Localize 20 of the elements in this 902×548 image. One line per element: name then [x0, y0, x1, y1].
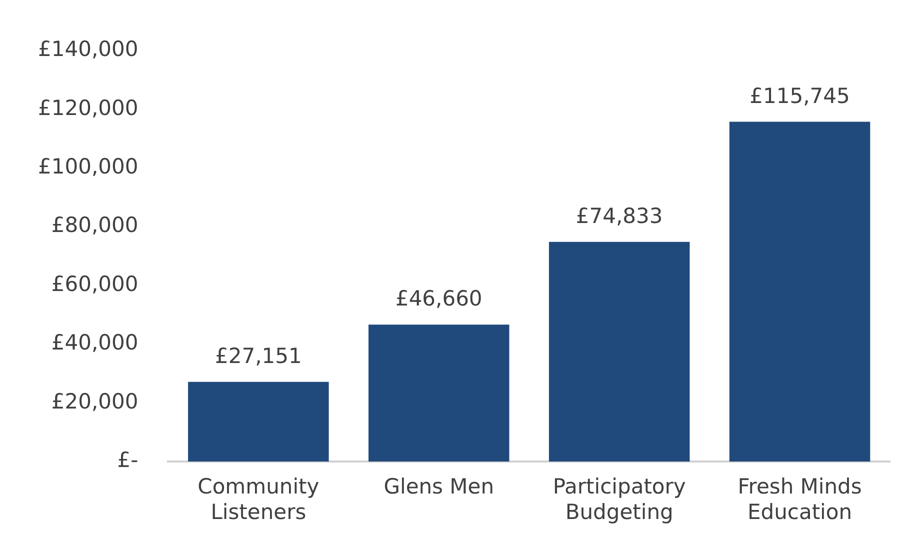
y-tick-label: £100,000 [38, 154, 138, 178]
bar [188, 382, 329, 462]
x-tick-label: Glens Men [384, 474, 494, 499]
y-tick-label: £40,000 [51, 330, 138, 355]
x-tick-label: Community Listeners [198, 474, 320, 524]
data-label: £74,833 [576, 204, 663, 228]
data-label: £46,660 [395, 286, 482, 311]
bar [548, 242, 690, 462]
bar [729, 122, 870, 462]
x-tick-label: Fresh Minds Education [738, 474, 862, 524]
y-tick-label: £140,000 [38, 37, 138, 62]
y-tick-label: £120,000 [38, 96, 138, 120]
y-tick-label: £20,000 [51, 389, 138, 414]
data-label: £27,151 [215, 344, 302, 368]
y-tick-label: £80,000 [51, 213, 138, 238]
x-tick-label: Participatory Budgeting [552, 474, 686, 524]
y-tick-label: £- [117, 448, 138, 472]
data-label: £115,745 [750, 84, 850, 108]
bar [368, 324, 510, 462]
y-tick-label: £60,000 [51, 272, 138, 296]
